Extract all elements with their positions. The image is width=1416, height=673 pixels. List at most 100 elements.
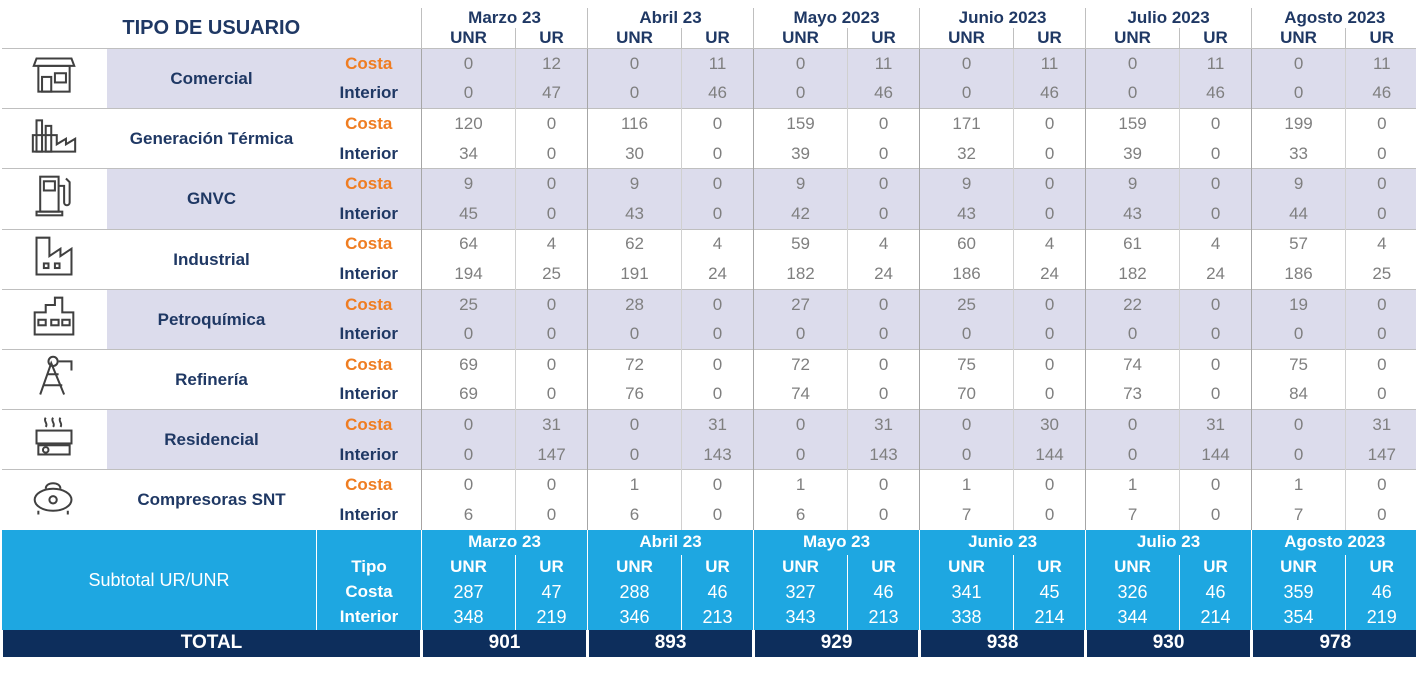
subtotal-value: 338 [919, 604, 1014, 630]
subtotal-value: 219 [1345, 604, 1416, 630]
value-cell: 64 [421, 228, 516, 260]
data-row: Interior 194 25 191 24 182 24 186 24 182 24 186 25 [2, 259, 1416, 290]
subtotal-month: Mayo 23 [753, 529, 920, 555]
value-cell: 0 [847, 379, 920, 410]
value-cell: 69 [421, 348, 516, 380]
header-row: TIPO DE USUARIO Marzo 23 Abril 23 Mayo 2023… [2, 8, 1416, 39]
subtotal-value: 47 [515, 579, 588, 605]
value-cell: 72 [753, 348, 848, 380]
value-cell: 116 [587, 108, 682, 139]
value-cell: 1 [753, 469, 848, 500]
subtotal-value: 213 [847, 604, 920, 630]
subtotal-column: UNR [753, 554, 848, 580]
icon-cell [1, 469, 107, 530]
value-cell: 4 [515, 228, 588, 260]
value-cell: 0 [1013, 168, 1086, 199]
value-cell: 24 [1179, 259, 1252, 290]
value-cell: 45 [421, 198, 516, 230]
value-cell: 182 [753, 259, 848, 290]
user-icon [31, 119, 77, 153]
row-type: Interior [316, 198, 422, 230]
value-cell: 60 [919, 228, 1014, 260]
subtotal-column: UR [515, 554, 588, 580]
value-cell: 186 [1251, 259, 1346, 290]
value-cell: 61 [1085, 228, 1180, 260]
month-header: Abril 23 [587, 8, 754, 28]
value-cell: 1 [919, 469, 1014, 500]
value-cell: 69 [421, 379, 516, 410]
value-cell: 4 [1013, 228, 1086, 260]
value-cell: 182 [1085, 259, 1180, 290]
value-cell: 25 [515, 259, 588, 290]
value-cell: 0 [587, 319, 682, 350]
value-cell: 0 [1179, 379, 1252, 410]
subtotal-row: Interior 348 219 346 213 343 213 338 214 344 214 35… [2, 604, 1416, 630]
row-type: Costa [316, 469, 422, 500]
total-label: TOTAL [0, 629, 422, 657]
value-cell: 11 [1345, 47, 1416, 79]
value-cell: 7 [919, 499, 1014, 530]
subtotal-type: Costa [315, 579, 422, 605]
value-cell: 47 [515, 78, 588, 109]
value-cell: 0 [1013, 499, 1086, 530]
subtotal-month: Agosto 2023 [1251, 529, 1416, 555]
value-cell: 0 [847, 319, 920, 350]
column-header: UR [515, 28, 588, 49]
subtotal-value: 214 [1179, 604, 1252, 630]
value-cell: 0 [919, 78, 1014, 109]
user-icon [33, 296, 75, 336]
icon-cell [1, 228, 107, 290]
value-cell: 0 [515, 469, 588, 500]
subtotal-value: 287 [421, 579, 516, 605]
value-cell: 34 [421, 138, 516, 169]
group-name: Generación Térmica [106, 108, 317, 169]
data-row: Interior 69 0 76 0 74 0 70 0 73 0 84 0 [2, 379, 1416, 410]
value-cell: 24 [1013, 259, 1086, 290]
group-name: Refinería [106, 348, 317, 410]
data-row: Residencial Costa 0 31 0 31 0 31 0 30 0 31 0 31 [1, 409, 1416, 470]
subtotal-value: 344 [1085, 604, 1180, 630]
value-cell: 0 [847, 198, 920, 230]
value-cell: 147 [515, 439, 588, 470]
value-cell: 120 [421, 108, 516, 139]
subtotal-value: 46 [847, 579, 920, 605]
value-cell: 0 [681, 108, 754, 139]
subtotal-value: 46 [1345, 579, 1416, 605]
icon-cell [1, 409, 107, 470]
value-cell: 9 [919, 168, 1014, 199]
data-row: Interior 34 0 30 0 39 0 32 0 39 0 33 0 [2, 138, 1416, 169]
subtotal-value: 288 [587, 579, 682, 605]
value-cell: 70 [919, 379, 1014, 410]
value-cell: 0 [587, 439, 682, 470]
total-value: 901 [420, 629, 588, 657]
value-cell: 0 [1345, 379, 1416, 410]
value-cell: 27 [753, 288, 848, 320]
row-type: Interior [339, 504, 399, 524]
value-cell: 0 [1179, 348, 1252, 380]
subtotal-column: UNR [919, 554, 1014, 580]
subtotal-row: Costa 287 47 288 46 327 46 341 45 326 46 359 46 [2, 579, 1416, 605]
value-cell: 42 [753, 198, 848, 230]
subtotal-blank [315, 529, 422, 555]
row-type: Costa [316, 409, 422, 440]
value-cell: 0 [847, 469, 920, 500]
month-header: Agosto 2023 [1251, 8, 1416, 28]
column-header: UNR [587, 28, 682, 49]
value-cell: 0 [587, 409, 682, 440]
value-cell: 46 [681, 78, 754, 109]
value-cell: 0 [1251, 439, 1346, 470]
row-type: Interior [339, 384, 399, 404]
value-cell: 1 [587, 469, 682, 500]
value-cell: 6 [587, 499, 682, 530]
data-row: Interior 0 147 0 143 0 143 0 144 0 144 0 147 [2, 439, 1416, 470]
value-cell: 0 [421, 78, 516, 109]
subtotal-value: 327 [753, 579, 848, 605]
value-cell: 0 [1085, 47, 1180, 79]
group-name: Industrial [106, 228, 317, 290]
user-icon [33, 482, 73, 515]
value-cell: 57 [1251, 228, 1346, 260]
value-cell: 0 [1085, 319, 1180, 350]
value-cell: 24 [681, 259, 754, 290]
value-cell: 9 [753, 168, 848, 199]
row-type: Costa [316, 168, 422, 199]
